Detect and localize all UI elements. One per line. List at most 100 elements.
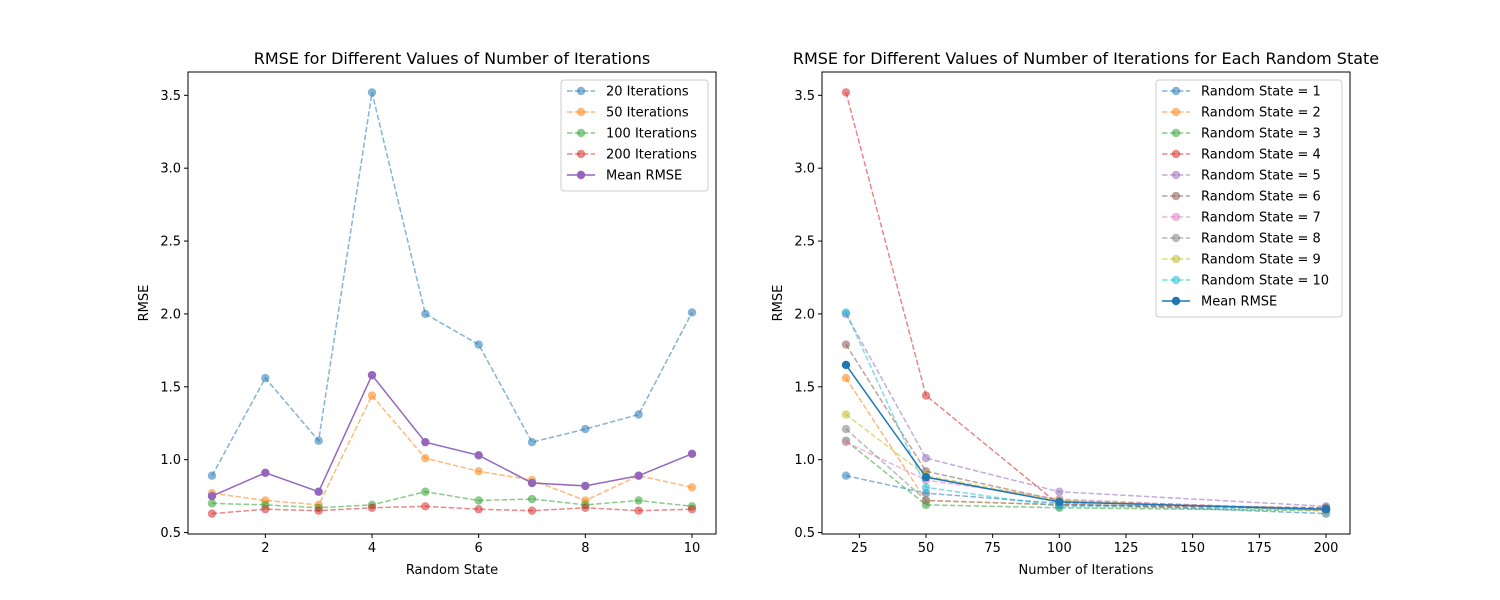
legend-swatch-marker (1171, 275, 1181, 285)
data-point (921, 454, 931, 463)
data-point (527, 437, 537, 447)
data-point (207, 499, 217, 508)
data-point (581, 503, 590, 512)
data-point (474, 496, 483, 505)
data-point (421, 502, 430, 511)
series-line (211, 92, 693, 477)
data-point (841, 471, 851, 480)
x-tick-label: 8 (581, 541, 589, 556)
chart-title: RMSE for Different Values of Number of I… (254, 49, 651, 68)
data-point (921, 488, 931, 498)
legend-label: Random State = 2 (1201, 106, 1321, 121)
data-point (367, 503, 377, 512)
data-point (367, 88, 377, 97)
legend-swatch-marker (1171, 86, 1181, 96)
legend-swatch-marker (576, 128, 586, 138)
y-tick-label: 1.0 (794, 453, 815, 468)
series-line (211, 490, 693, 509)
data-point (314, 487, 323, 496)
chart-2: 25 50 75 100 125 150 175 200 0.5 1.0 1.5 2.0 2.5 3.0 3… (771, 49, 1379, 578)
data-point (474, 467, 483, 476)
plot-frame (187, 71, 717, 535)
data-point (1055, 487, 1064, 496)
data-point (841, 88, 851, 97)
data-point (841, 373, 851, 383)
data-point (367, 370, 377, 380)
data-point (841, 340, 851, 349)
series-8 (841, 424, 1331, 512)
legend-box (560, 79, 709, 192)
y-tick-label: 1.5 (794, 380, 815, 395)
legend-swatch-marker (576, 86, 586, 96)
series-5 (841, 309, 1331, 511)
y-tick-label: 0.5 (794, 526, 815, 541)
x-tick-label: 25 (851, 541, 868, 556)
x-tick-label: 75 (984, 541, 1001, 556)
data-point (841, 410, 851, 419)
data-point (261, 373, 270, 383)
chart-1: 2 4 6 8 10 0.5 1.0 1.5 2.0 2.5 3.0 3.5 RMSE for Diff… (137, 49, 717, 578)
data-point (421, 437, 430, 447)
legend-label: Random State = 9 (1201, 253, 1321, 268)
x-tick-label: 125 (1114, 541, 1139, 556)
legend-swatch-marker (1171, 128, 1181, 138)
plot-frame (821, 71, 1351, 535)
data-point (421, 309, 430, 319)
x-tick-label: 50 (918, 541, 935, 556)
x-tick-label: 150 (1180, 541, 1205, 556)
data-point (367, 391, 377, 400)
data-point (687, 483, 697, 492)
legend-swatch-marker (1171, 107, 1181, 117)
data-point (687, 449, 697, 459)
legend-label: Random State = 4 (1201, 148, 1321, 163)
legend-swatch-marker (576, 149, 586, 159)
data-point (261, 468, 270, 477)
legend-swatch-marker (576, 107, 586, 117)
y-tick-label: 2.0 (160, 307, 181, 322)
data-point (421, 454, 430, 463)
y-tick-label: 3.5 (794, 89, 815, 104)
legend-swatch-marker (1171, 149, 1181, 159)
data-point (207, 491, 217, 501)
series-line (845, 377, 1327, 510)
series-line (211, 373, 693, 497)
y-tick-label: 2.5 (794, 235, 815, 250)
data-point (634, 496, 643, 505)
data-point (474, 505, 483, 514)
y-axis-label: RMSE (137, 285, 152, 322)
legend-label: Random State = 8 (1201, 232, 1321, 247)
series-line (845, 312, 1327, 510)
data-point (921, 496, 931, 505)
legend-label: Random State = 3 (1201, 127, 1321, 142)
legend: 20 Iterations 50 Iterations 100 Iterations… (560, 79, 709, 192)
x-axis-label: Random State (406, 563, 498, 578)
series-1 (207, 88, 697, 480)
series-10 (841, 308, 1331, 514)
legend-label: Random State = 6 (1201, 190, 1321, 205)
series-11 (841, 360, 1331, 514)
series-line (845, 364, 1327, 510)
data-point (207, 509, 217, 518)
data-point (261, 505, 270, 514)
y-tick-label: 3.0 (160, 162, 181, 177)
y-tick-label: 2.5 (160, 235, 181, 250)
data-point (581, 424, 590, 434)
legend-label: Random State = 5 (1201, 169, 1321, 184)
x-tick-label: 175 (1247, 541, 1272, 556)
series-6 (841, 340, 1331, 514)
y-tick-label: 2.0 (794, 307, 815, 322)
data-point (687, 308, 697, 317)
x-tick-label: 4 (368, 541, 376, 556)
data-point (921, 472, 931, 482)
data-point (527, 494, 537, 504)
legend-label: 50 Iterations (606, 106, 689, 121)
data-point (527, 506, 537, 515)
legend-label: Random State = 10 (1201, 274, 1329, 289)
series-line (845, 440, 1327, 512)
legend-swatch-marker (1171, 191, 1181, 201)
y-tick-label: 3.5 (160, 89, 181, 104)
data-point (634, 506, 643, 515)
data-point (314, 436, 323, 445)
legend-label: 20 Iterations (606, 85, 689, 100)
